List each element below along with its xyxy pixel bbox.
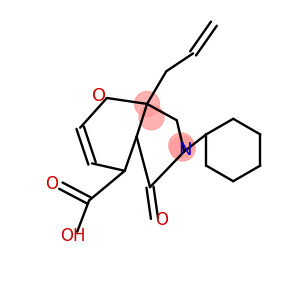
Circle shape <box>139 105 164 130</box>
Circle shape <box>134 92 160 116</box>
Text: N: N <box>178 141 191 159</box>
Text: O: O <box>155 211 168 229</box>
Text: OH: OH <box>60 227 85 245</box>
Circle shape <box>169 133 194 158</box>
Text: O: O <box>92 87 106 105</box>
Circle shape <box>170 136 195 161</box>
Text: O: O <box>45 175 58 193</box>
